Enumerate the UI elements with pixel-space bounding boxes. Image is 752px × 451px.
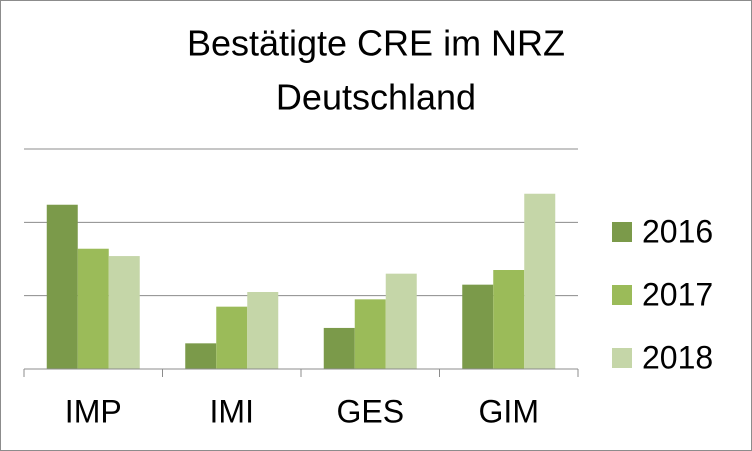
bar bbox=[247, 292, 279, 369]
legend-swatch bbox=[612, 222, 632, 242]
chart-title: Deutschland bbox=[276, 77, 476, 118]
bar bbox=[493, 270, 525, 369]
bar bbox=[323, 327, 355, 369]
legend-label: 2018 bbox=[642, 339, 713, 375]
legend-swatch bbox=[612, 348, 632, 368]
x-tick-label: IMP bbox=[65, 393, 122, 429]
x-tick-label: IMI bbox=[210, 393, 254, 429]
bar bbox=[462, 284, 494, 369]
bar bbox=[216, 306, 248, 369]
x-tick-label: GES bbox=[336, 393, 404, 429]
x-tick-label: GIM bbox=[479, 393, 539, 429]
legend-swatch bbox=[612, 285, 632, 305]
legend-label: 2016 bbox=[642, 213, 713, 249]
legend-label: 2017 bbox=[642, 276, 713, 312]
bar bbox=[77, 248, 109, 369]
bar bbox=[108, 256, 140, 369]
bar bbox=[385, 273, 417, 369]
bar bbox=[354, 299, 386, 369]
chart-title: Bestätigte CRE im NRZ bbox=[187, 23, 565, 64]
bar bbox=[185, 343, 217, 369]
bar bbox=[46, 204, 78, 369]
bar bbox=[524, 193, 556, 369]
